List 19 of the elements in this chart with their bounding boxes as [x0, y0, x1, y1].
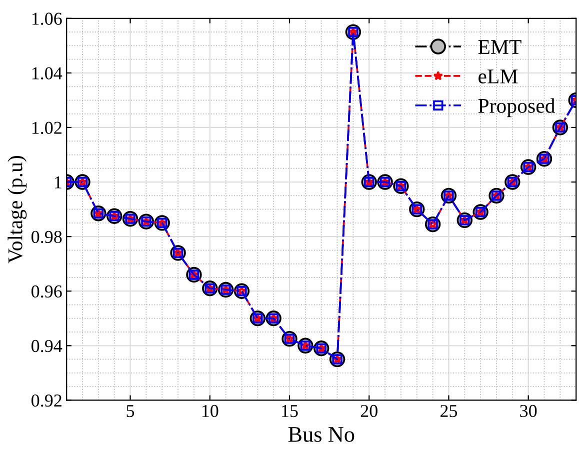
- legend-label: Proposed: [478, 98, 556, 118]
- x-tick-label: 30: [520, 404, 537, 418]
- x-tick-label: 25: [440, 404, 458, 418]
- y-tick-label: 0.92: [32, 394, 62, 407]
- x-tick-label: 5: [126, 405, 134, 418]
- y-axis-title: Voltage (p.u): [8, 156, 27, 264]
- y-tick-label: 1.02: [32, 122, 62, 134]
- legend-label: EMT: [478, 40, 522, 54]
- x-axis-title: Bus No: [288, 427, 354, 442]
- y-tick-label: 0.94: [32, 340, 62, 352]
- y-tick-label: 1.06: [32, 12, 62, 25]
- x-tick-label: 10: [202, 404, 218, 418]
- legend-label: eLM: [478, 70, 518, 84]
- x-tick-label: 20: [360, 404, 378, 418]
- y-tick-label: 0.96: [32, 285, 62, 298]
- x-tick-label: 15: [282, 404, 298, 418]
- y-tick-label: 1: [54, 176, 62, 188]
- y-tick-label: 1.04: [32, 67, 62, 80]
- y-tick-label: 0.98: [32, 230, 62, 244]
